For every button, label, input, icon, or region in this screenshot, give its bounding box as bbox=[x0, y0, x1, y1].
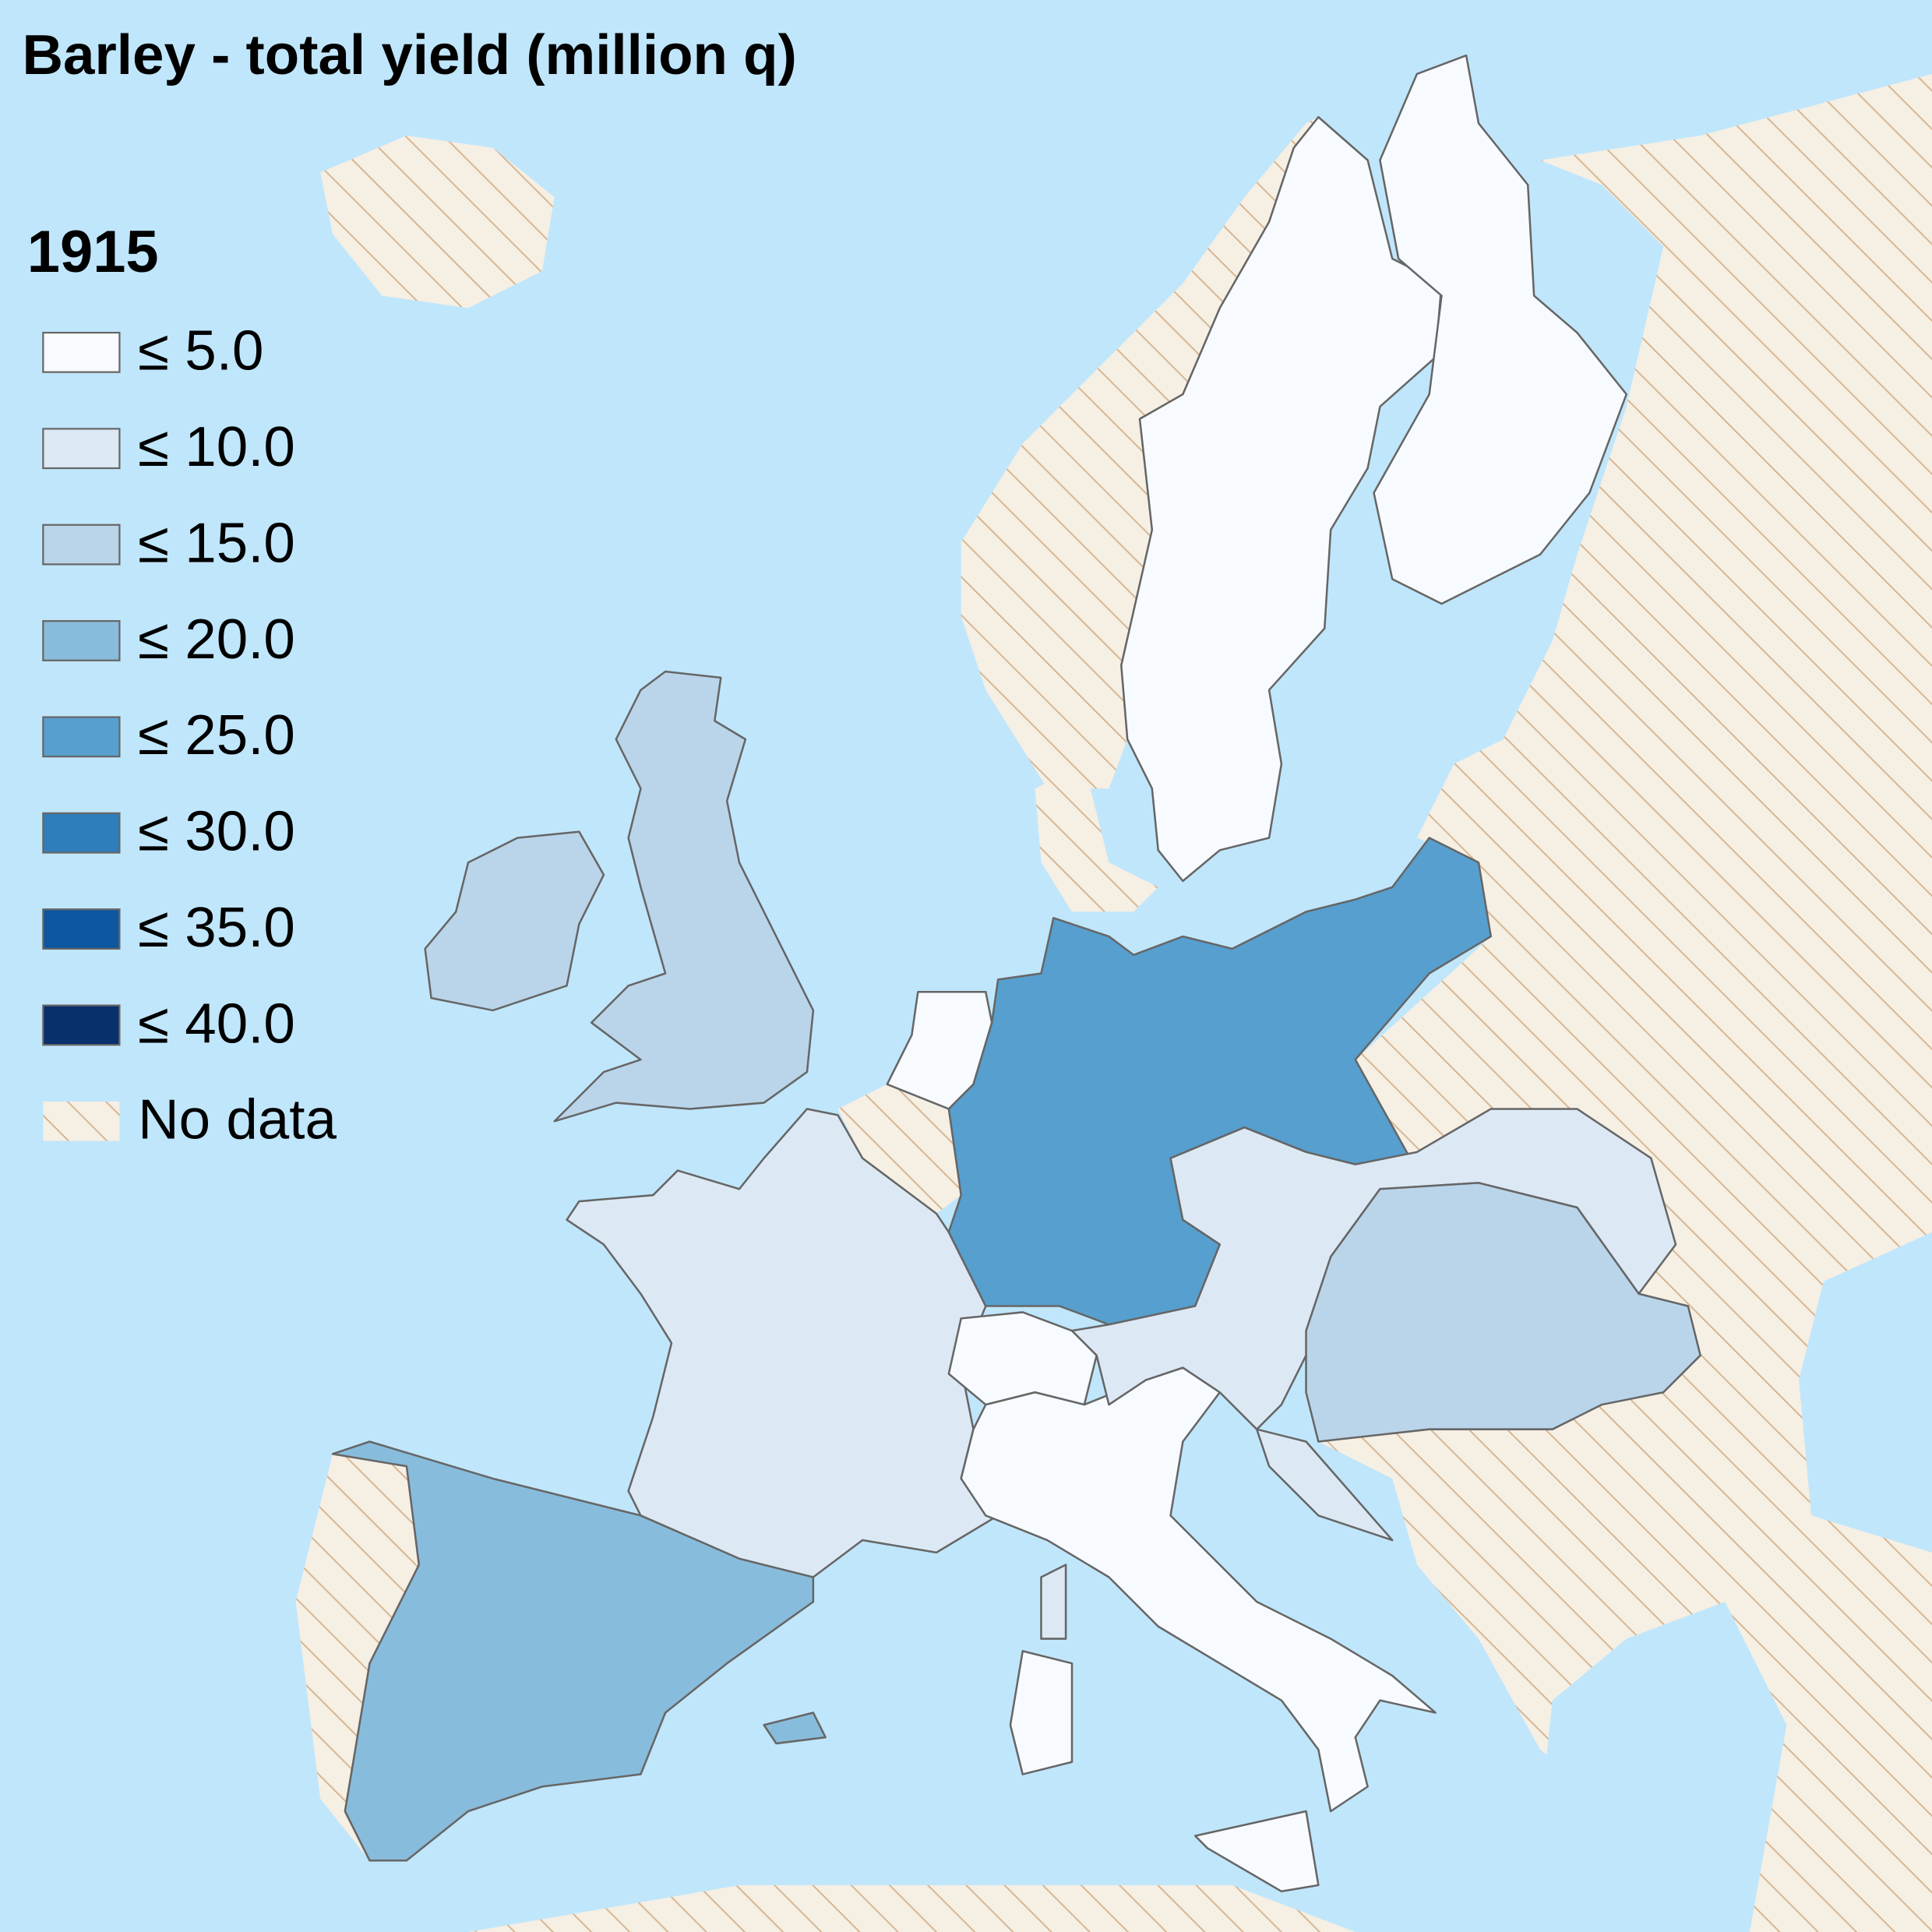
no-data-land bbox=[295, 73, 1932, 1932]
land bbox=[320, 135, 555, 308]
legend-swatch bbox=[42, 428, 121, 470]
legend-swatch bbox=[42, 524, 121, 566]
legend-swatch bbox=[42, 716, 121, 758]
legend-swatch bbox=[42, 1004, 121, 1046]
country bbox=[424, 830, 605, 1012]
countries bbox=[331, 54, 1701, 1893]
land bbox=[1306, 73, 1932, 1932]
country bbox=[553, 670, 815, 1123]
country bbox=[1373, 54, 1628, 605]
legend-label: ≤ 15.0 bbox=[138, 511, 295, 574]
legend-label: No data bbox=[138, 1088, 337, 1151]
map-title: Barley - total yield (million q) bbox=[22, 23, 796, 86]
legend-swatch bbox=[42, 331, 121, 373]
land bbox=[295, 1454, 419, 1861]
legend-label: ≤ 10.0 bbox=[138, 415, 295, 478]
legend-label: ≤ 30.0 bbox=[138, 800, 295, 863]
legend-swatch bbox=[42, 620, 121, 661]
legend: ≤ 5.0 ≤ 10.0 ≤ 15.0 ≤ 20.0 ≤ 25.0 ≤ 30.0 ≤ 35.… bbox=[42, 319, 337, 1151]
country bbox=[331, 1440, 815, 1862]
legend-label: ≤ 35.0 bbox=[138, 896, 295, 959]
country bbox=[1193, 1810, 1320, 1893]
legend-label: ≤ 20.0 bbox=[138, 608, 295, 671]
legend-swatch bbox=[43, 1101, 120, 1141]
country bbox=[1256, 1428, 1394, 1542]
legend-label: ≤ 5.0 bbox=[138, 319, 263, 383]
land bbox=[837, 1084, 961, 1214]
legend-label: ≤ 40.0 bbox=[138, 992, 295, 1055]
country bbox=[1040, 1564, 1067, 1640]
country bbox=[1009, 1650, 1074, 1775]
sea bbox=[1799, 1232, 1932, 1553]
land bbox=[961, 117, 1319, 789]
land bbox=[1035, 763, 1158, 912]
sea bbox=[1528, 1602, 1787, 1932]
country bbox=[763, 1712, 827, 1745]
land bbox=[468, 1884, 1356, 1932]
country bbox=[1305, 1182, 1701, 1443]
legend-title: 1915 bbox=[27, 219, 159, 285]
legend-swatch bbox=[42, 908, 121, 950]
legend-label: ≤ 25.0 bbox=[138, 703, 295, 767]
legend-swatch bbox=[42, 812, 121, 854]
